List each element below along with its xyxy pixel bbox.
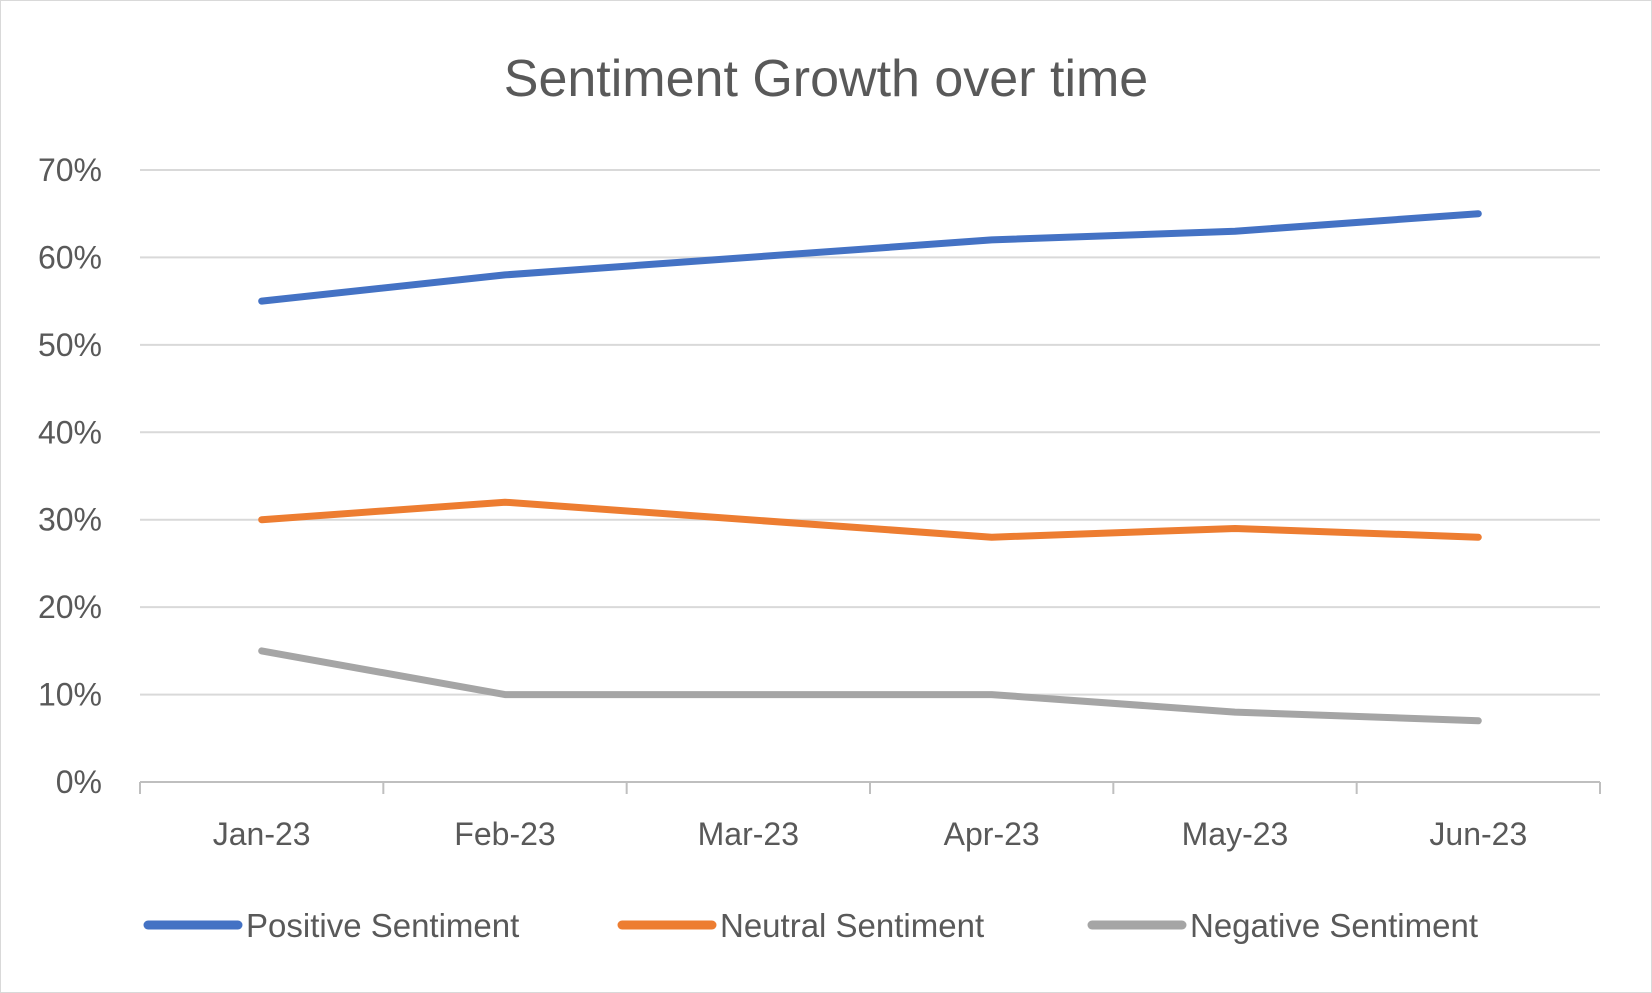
- y-tick-label: 50%: [38, 327, 102, 363]
- gridlines: [140, 169, 1600, 696]
- x-axis: Jan-23 Feb-23 Mar-23 Apr-23 May-23 Jun-23: [139, 781, 1601, 852]
- x-tick-label: Jan-23: [213, 816, 311, 852]
- series-lines: [258, 210, 1482, 725]
- y-tick-label: 0%: [56, 764, 102, 800]
- chart-title: Sentiment Growth over time: [504, 50, 1148, 108]
- x-tick-label: May-23: [1182, 816, 1289, 852]
- y-axis: 0% 10% 20% 30% 40% 50% 60% 70%: [38, 152, 102, 800]
- legend-label: Positive Sentiment: [246, 907, 519, 944]
- y-tick-label: 30%: [38, 502, 102, 538]
- y-tick-label: 60%: [38, 239, 102, 275]
- legend-label: Neutral Sentiment: [720, 907, 984, 944]
- x-tick-label: Jun-23: [1429, 816, 1527, 852]
- series-line-positive-sentiment: [258, 210, 1482, 305]
- y-tick-label: 40%: [38, 414, 102, 450]
- y-tick-label: 10%: [38, 677, 102, 713]
- series-line-neutral-sentiment: [258, 498, 1482, 541]
- x-tick-label: Apr-23: [944, 816, 1040, 852]
- series-line-negative-sentiment: [258, 647, 1482, 725]
- legend: Positive Sentiment Neutral Sentiment Negat…: [143, 907, 1478, 944]
- x-tick-label: Feb-23: [454, 816, 555, 852]
- y-tick-label: 20%: [38, 589, 102, 625]
- x-tick-label: Mar-23: [698, 816, 799, 852]
- y-tick-label: 70%: [38, 152, 102, 188]
- legend-label: Negative Sentiment: [1190, 907, 1478, 944]
